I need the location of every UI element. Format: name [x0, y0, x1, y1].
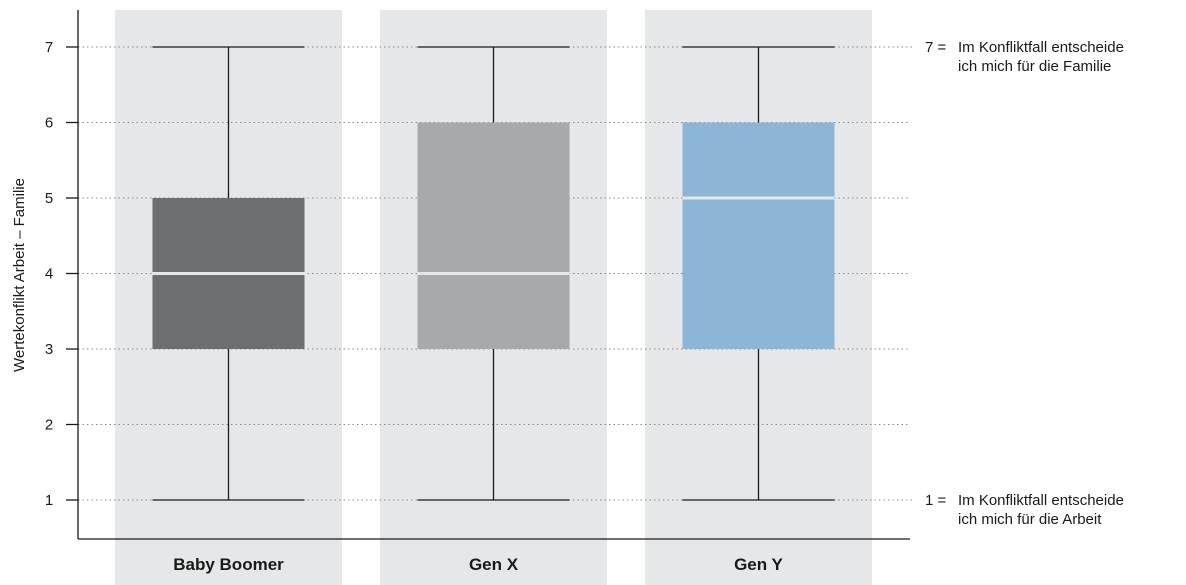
category-label-2: Gen Y	[734, 555, 783, 574]
annotation-line-7-1: ich mich für die Familie	[958, 58, 1111, 75]
category-label-0: Baby Boomer	[173, 555, 284, 574]
y-tick-label-6: 6	[45, 115, 53, 132]
box-2	[682, 122, 835, 349]
y-tick-label-7: 7	[45, 39, 53, 56]
annotation-prefix-7: 7 =	[925, 39, 947, 56]
category-label-1: Gen X	[469, 555, 519, 574]
y-tick-label-2: 2	[45, 417, 53, 434]
annotation-line-1-0: Im Konfliktfall entscheide	[958, 492, 1124, 509]
y-tick-label-5: 5	[45, 190, 53, 207]
y-tick-label-1: 1	[45, 492, 53, 509]
y-tick-label-4: 4	[45, 266, 53, 283]
y-tick-label-3: 3	[45, 341, 53, 358]
box-1	[417, 122, 570, 349]
annotation-line-7-0: Im Konfliktfall entscheide	[958, 39, 1124, 56]
y-axis-label: Wertekonflikt Arbeit – Familie	[11, 178, 28, 372]
annotation-line-1-1: ich mich für die Arbeit	[958, 511, 1102, 528]
annotation-prefix-1: 1 =	[925, 492, 947, 509]
